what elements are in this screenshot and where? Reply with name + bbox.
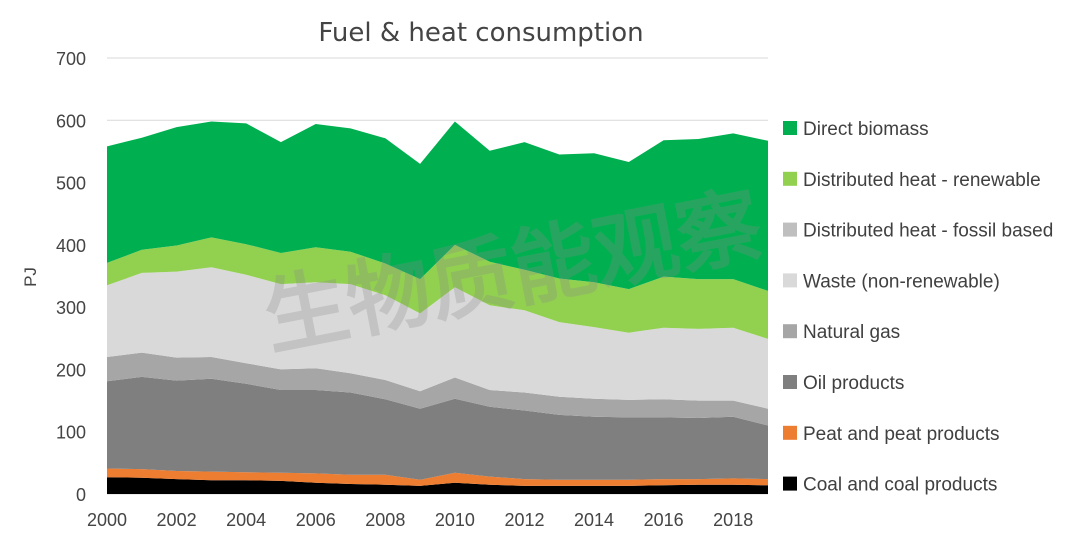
legend-swatch-oil-products: [783, 375, 797, 389]
legend-swatch-natural-gas: [783, 324, 797, 339]
legend: Direct biomass Distributed heat - renewab…: [783, 119, 1053, 496]
x-tick-label: 2014: [574, 510, 614, 530]
legend-label-direct-biomass: Direct biomass: [803, 119, 929, 140]
area-peat-and-peat-products: [107, 468, 768, 486]
legend-swatch-coal-and-coal-products: [783, 476, 797, 491]
chart-title: Fuel & heat consumption: [318, 18, 643, 48]
plot-areas: [107, 121, 768, 494]
area-distributed-heat-renewable: [107, 237, 768, 339]
legend-label-distributed-heat-fossil-based: Distributed heat - fossil based: [803, 221, 1053, 242]
y-tick-label: 600: [56, 111, 86, 131]
legend-label-peat-and-peat-products: Peat and peat products: [803, 424, 999, 445]
legend-label-coal-and-coal-products: Coal and coal products: [803, 475, 997, 496]
y-tick-label: 100: [56, 423, 86, 443]
legend-label-waste-non-renewable: Waste (non-renewable): [803, 271, 1000, 292]
area-coal-and-coal-products: [107, 477, 768, 494]
x-tick-label: 2006: [296, 510, 336, 530]
legend-swatch-direct-biomass: [783, 121, 797, 135]
x-tick-label: 2010: [435, 510, 475, 530]
legend-label-natural-gas: Natural gas: [803, 322, 900, 343]
x-tick-label: 2018: [713, 510, 753, 530]
y-tick-label: 400: [56, 236, 86, 256]
area-natural-gas: [107, 352, 768, 426]
x-tick-label: 2002: [157, 510, 197, 530]
x-tick-label: 2004: [226, 510, 266, 530]
y-tick-label: 500: [56, 174, 86, 194]
area-oil-products: [107, 376, 768, 480]
area-direct-biomass: [107, 121, 768, 291]
legend-label-distributed-heat-renewable: Distributed heat - renewable: [803, 170, 1041, 191]
legend-swatch-distributed-heat-fossil-based: [783, 222, 797, 237]
y-tick-label: 700: [56, 49, 86, 69]
y-tick-label: 200: [56, 360, 86, 380]
x-tick-label: 2000: [87, 510, 127, 530]
area-waste-non-renewable: [107, 267, 768, 409]
legend-swatch-waste-non-renewable: [783, 273, 797, 288]
y-tick-label: 0: [76, 485, 86, 505]
legend-label-oil-products: Oil products: [803, 373, 904, 394]
y-axis-label: PJ: [21, 267, 40, 287]
legend-swatch-peat-and-peat-products: [783, 425, 797, 440]
x-tick-label: 2016: [644, 510, 684, 530]
x-tick-label: 2008: [365, 510, 405, 530]
y-tick-label: 300: [56, 298, 86, 318]
x-tick-label: 2012: [504, 510, 544, 530]
legend-swatch-distributed-heat-renewable: [783, 171, 797, 186]
x-axis-ticks: 2000 2002 2004 2006 2008 2010 2012 2014 2016 2018: [87, 510, 753, 530]
y-axis-ticks: 0 100 200 300 400 500 600 700: [56, 49, 86, 505]
